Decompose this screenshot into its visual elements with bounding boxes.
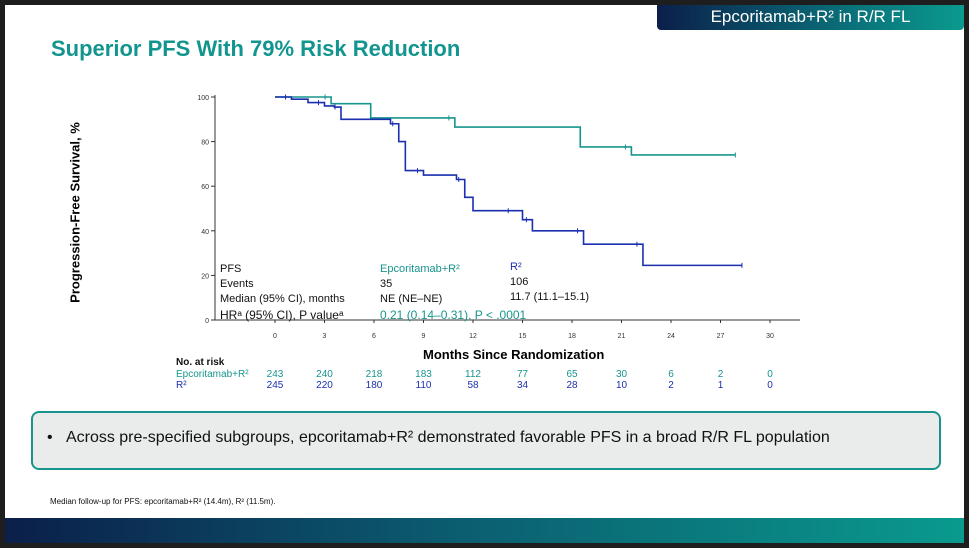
- at-risk-value: 240: [316, 369, 333, 380]
- stats-header-r2: R²: [510, 261, 522, 273]
- y-tick-label: 100: [197, 95, 209, 102]
- at-risk-value: 110: [415, 380, 432, 391]
- at-risk-value: 30: [615, 369, 628, 380]
- at-risk-value: 112: [465, 369, 481, 380]
- x-tick-label: 24: [667, 333, 675, 340]
- km-curve-epcoritamab: [275, 96, 736, 156]
- y-axis-label: Progression-Free Survival, %: [67, 122, 83, 303]
- x-tick-label: 9: [422, 333, 426, 340]
- y-tick-label: 0: [205, 318, 209, 325]
- at-risk-value: 218: [365, 369, 383, 380]
- x-tick-label: 12: [469, 333, 477, 340]
- slide-title: Superior PFS With 79% Risk Reduction: [51, 36, 461, 61]
- km-curve-r2: [275, 96, 742, 267]
- at-risk-r2-name: R²: [176, 380, 187, 391]
- at-risk-value: 34: [516, 380, 529, 391]
- stats-header-pfs: PFS: [220, 263, 242, 275]
- stats-events-epcor: 35: [380, 278, 393, 290]
- y-tick-label: 60: [201, 184, 209, 191]
- at-risk-value: 180: [365, 380, 383, 391]
- at-risk-value: 2: [717, 369, 724, 380]
- stats-events-r2: 106: [510, 276, 529, 288]
- x-tick-label: 18: [568, 333, 576, 340]
- at-risk-value: 243: [266, 369, 284, 380]
- key-message: • Across pre-specified subgroups, epcori…: [47, 429, 830, 446]
- x-tick-label: 15: [519, 333, 527, 340]
- x-tick-label: 27: [717, 333, 725, 340]
- at-risk-value: 10: [615, 380, 628, 391]
- at-risk-value: 65: [566, 369, 578, 380]
- x-tick-label: 0: [273, 333, 277, 340]
- stats-median-epcor: NE (NE–NE): [380, 293, 443, 305]
- at-risk-value: 0: [767, 380, 773, 391]
- key-message-box: • Across pre-specified subgroups, epcori…: [31, 411, 941, 470]
- x-tick-label: 3: [323, 333, 327, 340]
- stats-events-label: Events: [220, 278, 254, 290]
- footer-band: [5, 518, 964, 543]
- stats-header-epcor: Epcoritamab+R²: [380, 263, 460, 275]
- x-axis-label: Months Since Randomization: [423, 347, 605, 362]
- y-tick-label: 40: [201, 229, 209, 236]
- key-message-text: Across pre-specified subgroups, epcorita…: [65, 429, 830, 446]
- x-tick-label: 30: [766, 333, 774, 340]
- stats-median-r2: 11.7 (11.1–15.1): [510, 291, 590, 303]
- x-tick-label: 6: [372, 333, 376, 340]
- at-risk-value: 28: [566, 380, 578, 391]
- at-risk-value: 58: [467, 380, 479, 391]
- at-risk-value: 245: [266, 380, 284, 391]
- section-badge: Epcoritamab+R² in R/R FL: [657, 5, 964, 30]
- stats-hr-label: HRᵃ (95% CI), P valueᵃ: [220, 308, 344, 322]
- at-risk-value: 0: [767, 369, 773, 380]
- at-risk-value: 183: [415, 369, 432, 380]
- km-chart: 0 20 40 60 80 100 0 3 6 9 12 15 18 21 24 27 30: [197, 94, 800, 340]
- at-risk-value: 77: [516, 369, 529, 380]
- at-risk-value: 2: [668, 380, 674, 391]
- footnote: Median follow-up for PFS: epcoritamab+R²…: [50, 497, 276, 506]
- at-risk-epcor-name: Epcoritamab+R²: [176, 369, 249, 380]
- at-risk-value: 220: [316, 380, 333, 391]
- stats-median-label: Median (95% CI), months: [220, 293, 345, 305]
- y-tick-label: 80: [201, 140, 209, 147]
- stats-hr-value: 0.21 (0.14–0.31), P < .0001: [380, 308, 527, 322]
- y-tick-label: 20: [201, 273, 209, 280]
- at-risk-value: 6: [668, 369, 674, 380]
- at-risk-label: No. at risk: [176, 357, 225, 368]
- at-risk-value: 1: [717, 380, 724, 391]
- slide: Epcoritamab+R² in R/R FL Superior PFS Wi…: [5, 5, 964, 543]
- x-tick-label: 21: [618, 333, 626, 340]
